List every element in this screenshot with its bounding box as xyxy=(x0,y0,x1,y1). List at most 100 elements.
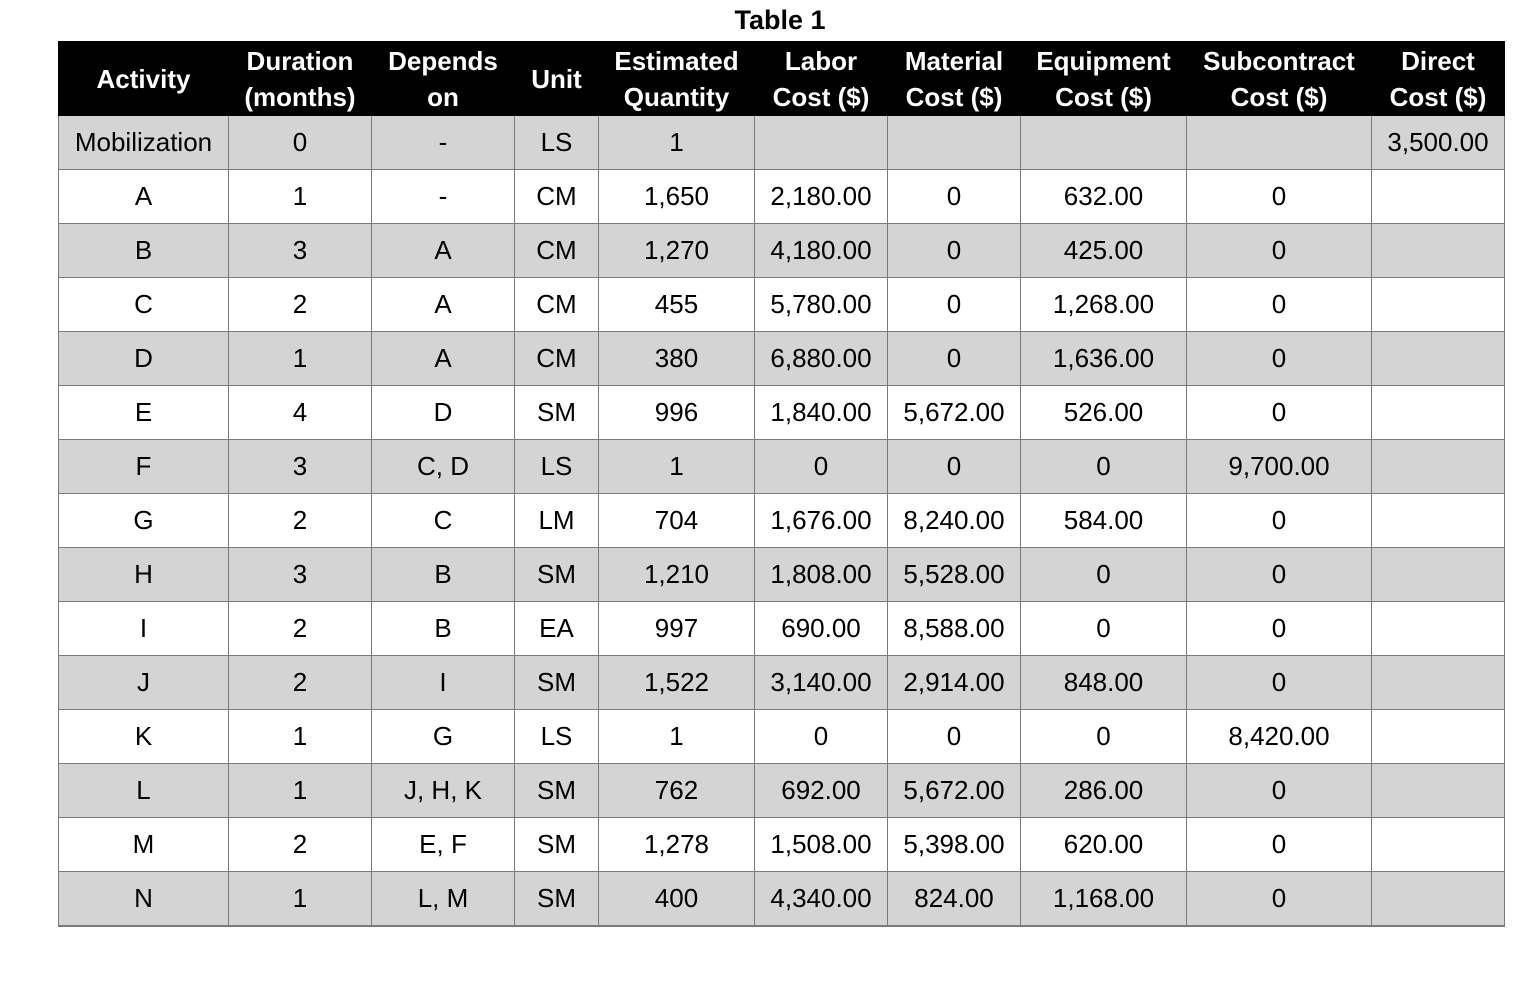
header-material-cost: Material Cost ($) xyxy=(887,41,1021,116)
header-activity: Activity xyxy=(58,41,229,116)
table-row: H 3 B SM 1,210 1,808.00 5,528.00 0 0 xyxy=(58,547,1505,602)
labor-cost-cell xyxy=(754,115,888,170)
unit-cell: LS xyxy=(514,709,599,764)
unit-cell: SM xyxy=(514,655,599,710)
unit-cell: SM xyxy=(514,763,599,818)
duration-cell: 3 xyxy=(228,439,372,494)
subcontract-cost-cell: 0 xyxy=(1186,493,1372,548)
direct-cost-cell xyxy=(1371,763,1505,818)
equipment-cost-cell: 848.00 xyxy=(1020,655,1187,710)
direct-cost-cell xyxy=(1371,817,1505,872)
direct-cost-cell xyxy=(1371,655,1505,710)
quantity-cell: 455 xyxy=(598,277,755,332)
material-cost-cell: 0 xyxy=(887,331,1021,386)
activity-cell: L xyxy=(58,763,229,818)
depends-on-cell: E, F xyxy=(371,817,515,872)
activity-cell: C xyxy=(58,277,229,332)
activity-cell: Mobilization xyxy=(58,115,229,170)
direct-cost-cell xyxy=(1371,439,1505,494)
header-line: Cost ($) xyxy=(1055,81,1152,112)
quantity-cell: 1,522 xyxy=(598,655,755,710)
depends-on-cell: A xyxy=(371,331,515,386)
table-row: C 2 A CM 455 5,780.00 0 1,268.00 0 xyxy=(58,277,1505,332)
labor-cost-cell: 690.00 xyxy=(754,601,888,656)
direct-cost-cell xyxy=(1371,871,1505,927)
header-line: Material xyxy=(904,45,1004,76)
direct-cost-cell xyxy=(1371,547,1505,602)
quantity-cell: 1 xyxy=(598,439,755,494)
depends-on-cell: C, D xyxy=(371,439,515,494)
table-row: J 2 I SM 1,522 3,140.00 2,914.00 848.00 0 xyxy=(58,655,1505,710)
direct-cost-cell xyxy=(1371,709,1505,764)
equipment-cost-cell: 584.00 xyxy=(1020,493,1187,548)
unit-cell: SM xyxy=(514,871,599,927)
header-line: Cost ($) xyxy=(772,81,870,112)
material-cost-cell: 5,672.00 xyxy=(887,385,1021,440)
direct-cost-cell xyxy=(1371,601,1505,656)
header-unit: Unit xyxy=(514,41,599,116)
material-cost-cell: 0 xyxy=(887,169,1021,224)
activity-cell: K xyxy=(58,709,229,764)
equipment-cost-cell: 0 xyxy=(1020,601,1187,656)
quantity-cell: 704 xyxy=(598,493,755,548)
activity-cell: I xyxy=(58,601,229,656)
quantity-cell: 996 xyxy=(598,385,755,440)
labor-cost-cell: 0 xyxy=(754,439,888,494)
labor-cost-cell: 1,840.00 xyxy=(754,385,888,440)
duration-cell: 2 xyxy=(228,493,372,548)
table-row: Mobilization 0- LS 1 3,500.00 xyxy=(58,115,1505,170)
labor-cost-cell: 2,180.00 xyxy=(754,169,888,224)
activity-cell: F xyxy=(58,439,229,494)
header-line: Duration xyxy=(246,45,354,76)
activity-cell: A xyxy=(58,169,229,224)
labor-cost-cell: 0 xyxy=(754,709,888,764)
quantity-cell: 1 xyxy=(598,115,755,170)
material-cost-cell xyxy=(887,115,1021,170)
equipment-cost-cell: 1,268.00 xyxy=(1020,277,1187,332)
table-title: Table 1 xyxy=(734,5,826,35)
table-row: E 4 D SM 996 1,840.00 5,672.00 526.00 0 xyxy=(58,385,1505,440)
table-row: L 1 J, H, K SM 762 692.00 5,672.00 286.00 0 xyxy=(58,763,1505,818)
table-row: K 1 G LS 1 0 0 0 8,420.00 xyxy=(58,709,1505,764)
quantity-cell: 762 xyxy=(598,763,755,818)
depends-on-cell: D xyxy=(371,385,515,440)
equipment-cost-cell: 0 xyxy=(1020,439,1187,494)
unit-cell: LM xyxy=(514,493,599,548)
direct-cost-cell xyxy=(1371,385,1505,440)
header-row: Activity Duration (months) Depends on Unit… xyxy=(58,41,1505,116)
material-cost-cell: 5,672.00 xyxy=(887,763,1021,818)
direct-cost-cell: 3,500.00 xyxy=(1371,115,1505,170)
activity-cell: H xyxy=(58,547,229,602)
duration-cell: 3 xyxy=(228,547,372,602)
subcontract-cost-cell: 9,700.00 xyxy=(1186,439,1372,494)
header-line: Direct xyxy=(1401,45,1475,76)
table-row: A 1- CM 1,650 2,180.00 0 632.00 0 xyxy=(58,169,1505,224)
direct-cost-cell xyxy=(1371,169,1505,224)
activity-cell: B xyxy=(58,223,229,278)
header-line: on xyxy=(427,81,459,112)
header-depends-on: Depends on xyxy=(371,41,515,116)
subcontract-cost-cell: 0 xyxy=(1186,655,1372,710)
table-row: F 3 C, D LS 1 0 0 0 9,700.00 xyxy=(58,439,1505,494)
depends-on-cell: L, M xyxy=(371,871,515,927)
direct-cost-cell xyxy=(1371,331,1505,386)
unit-cell: SM xyxy=(514,385,599,440)
material-cost-cell: 0 xyxy=(887,223,1021,278)
duration-cell: 1 xyxy=(228,871,372,927)
header-line: Unit xyxy=(531,63,582,94)
subcontract-cost-cell: 0 xyxy=(1186,331,1372,386)
header-equipment-cost: Equipment Cost ($) xyxy=(1020,41,1187,116)
equipment-cost-cell xyxy=(1020,115,1187,170)
material-cost-cell: 2,914.00 xyxy=(887,655,1021,710)
table-row: I 2 B EA 997 690.00 8,588.00 0 0 xyxy=(58,601,1505,656)
table-body: Mobilization 0- LS 1 3,500.00 A 1- CM 1,650 2,180… xyxy=(58,115,1505,927)
duration-cell: 0 xyxy=(228,115,372,170)
equipment-cost-cell: 0 xyxy=(1020,709,1187,764)
material-cost-cell: 0 xyxy=(887,439,1021,494)
header-subcontract-cost: Subcontract Cost ($) xyxy=(1186,41,1372,116)
labor-cost-cell: 5,780.00 xyxy=(754,277,888,332)
subcontract-cost-cell: 0 xyxy=(1186,277,1372,332)
header-line: Cost ($) xyxy=(905,81,1003,112)
table-row: G 2 C LM 704 1,676.00 8,240.00 584.00 0 xyxy=(58,493,1505,548)
equipment-cost-cell: 1,168.00 xyxy=(1020,871,1187,927)
